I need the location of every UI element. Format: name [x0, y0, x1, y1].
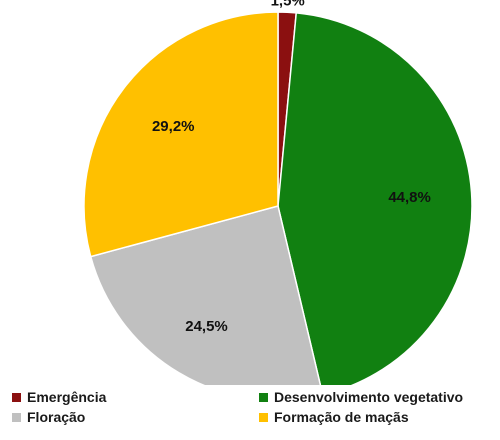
data-label-emergencia: 1,5%: [271, 0, 305, 10]
legend-item-formacao-de-macas: Formação de maçãs: [259, 409, 409, 425]
legend-item-emergencia: Emergência: [12, 389, 106, 405]
legend-swatch-emergencia: [12, 392, 21, 402]
pie-labels: 1,5% 44,8% 24,5% 29,2%: [152, 0, 431, 335]
data-label-formacao-de-macas: 29,2%: [152, 118, 195, 135]
legend-swatch-floracao: [12, 412, 21, 422]
pie-chart: 1,5% 44,8% 24,5% 29,2%: [83, 0, 473, 385]
pie-slices: [83, 11, 473, 385]
data-label-floracao: 24,5%: [185, 318, 228, 335]
legend-swatch-formacao-de-macas: [259, 412, 268, 422]
legend: Emergência Desenvolvimento vegetativo Fl…: [12, 385, 492, 433]
pie-slice-formacao-de-macas: [83, 11, 279, 258]
legend-label-emergencia: Emergência: [27, 389, 107, 405]
legend-label-floracao: Floração: [27, 409, 86, 425]
legend-label-formacao-de-macas: Formação de maçãs: [274, 409, 409, 425]
legend-item-desenvolvimento-vegetativo: Desenvolvimento vegetativo: [259, 389, 463, 405]
data-label-desenvolvimento-vegetativo: 44,8%: [388, 189, 431, 206]
pie-slice-desenvolvimento-vegetativo: [277, 12, 473, 385]
pie-slice-floracao: [89, 205, 322, 385]
legend-swatch-desenvolvimento-vegetativo: [259, 392, 268, 402]
legend-item-floracao: Floração: [12, 409, 85, 425]
legend-label-desenvolvimento-vegetativo: Desenvolvimento vegetativo: [274, 389, 464, 405]
